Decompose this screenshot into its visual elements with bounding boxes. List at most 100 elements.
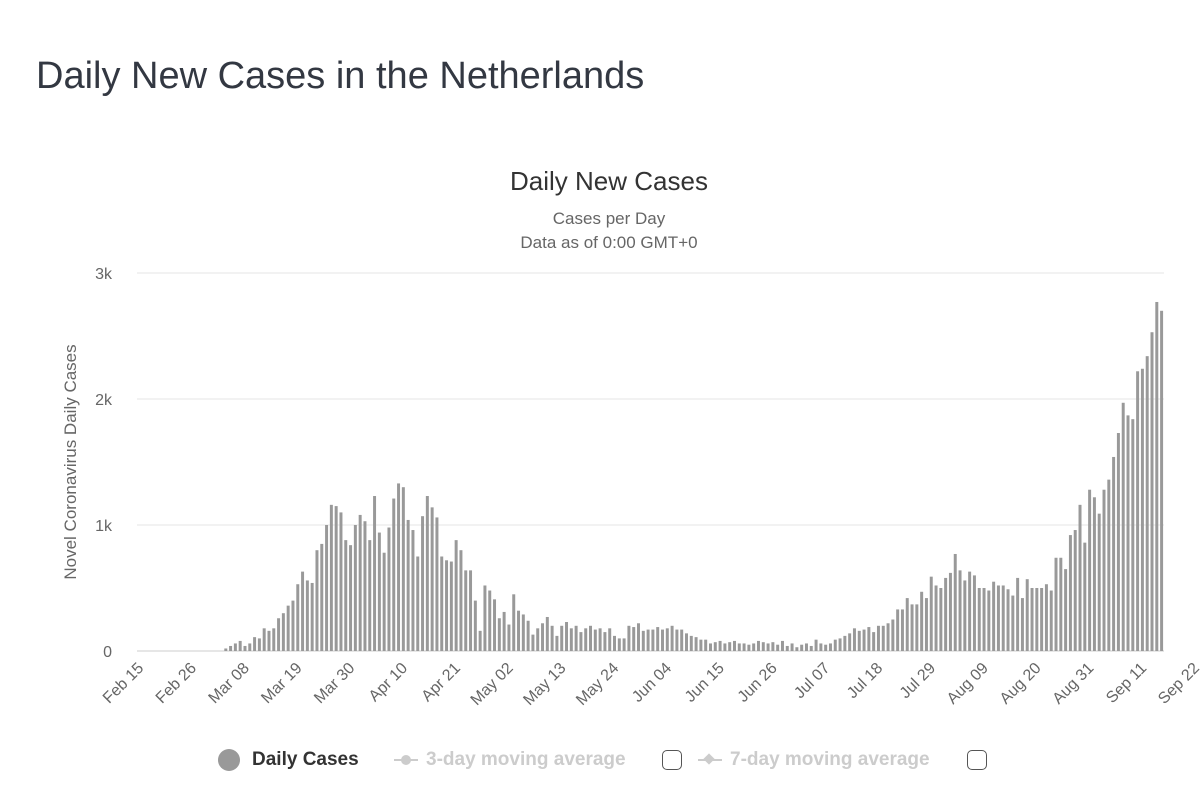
bar[interactable] [339, 512, 343, 651]
bar[interactable] [1131, 419, 1135, 651]
bar[interactable] [785, 645, 789, 651]
bar[interactable] [838, 638, 842, 651]
bar[interactable] [1160, 310, 1164, 651]
bar[interactable] [536, 628, 540, 651]
bar[interactable] [987, 590, 991, 651]
bar[interactable] [900, 609, 904, 651]
bar[interactable] [958, 570, 962, 651]
bar[interactable] [397, 483, 401, 651]
bar[interactable] [1078, 504, 1082, 651]
bar[interactable] [977, 588, 981, 651]
bar[interactable] [1097, 513, 1101, 651]
bar[interactable] [401, 487, 405, 651]
bar[interactable] [852, 628, 856, 651]
bar[interactable] [848, 633, 852, 651]
bar[interactable] [262, 628, 266, 651]
bar[interactable] [1126, 415, 1130, 651]
bar[interactable] [469, 570, 473, 651]
bar[interactable] [392, 498, 396, 651]
bar[interactable] [421, 516, 425, 651]
bar[interactable] [464, 570, 468, 651]
bar[interactable] [1044, 584, 1048, 651]
bar[interactable] [1073, 530, 1077, 651]
3-day-average-checkbox[interactable] [662, 750, 682, 770]
bar[interactable] [670, 625, 674, 651]
bar[interactable] [968, 571, 972, 651]
bar[interactable] [358, 514, 362, 651]
bar[interactable] [737, 643, 741, 651]
bar[interactable] [713, 642, 717, 651]
bar[interactable] [1088, 489, 1092, 651]
bar[interactable] [920, 591, 924, 651]
bar[interactable] [387, 527, 391, 651]
bar[interactable] [661, 629, 664, 651]
legend-7-day-average[interactable]: 7-day moving average [698, 744, 930, 776]
bar[interactable] [992, 581, 996, 651]
bar[interactable] [257, 638, 261, 651]
bar[interactable] [843, 635, 847, 651]
7-day-average-checkbox[interactable] [967, 750, 987, 770]
bar[interactable] [1006, 589, 1010, 651]
bar[interactable] [1145, 356, 1149, 651]
bar[interactable] [809, 645, 813, 651]
legend-3-day-average[interactable]: 3-day moving average [394, 744, 626, 776]
bar[interactable] [550, 625, 554, 651]
bar[interactable] [613, 635, 616, 651]
bar[interactable] [910, 604, 914, 651]
bar[interactable] [709, 643, 712, 651]
bar[interactable] [1136, 371, 1140, 651]
bar[interactable] [641, 630, 645, 651]
bar[interactable] [905, 598, 909, 651]
bar[interactable] [622, 638, 626, 651]
bar[interactable] [1140, 368, 1144, 651]
bar[interactable] [675, 629, 679, 651]
bar[interactable] [1083, 542, 1087, 651]
bar[interactable] [301, 571, 305, 651]
bar[interactable] [584, 628, 588, 651]
bar[interactable] [617, 638, 621, 651]
bar[interactable] [1020, 598, 1024, 651]
bar[interactable] [1107, 479, 1111, 651]
bar[interactable] [416, 556, 420, 652]
bar[interactable] [924, 598, 928, 651]
bar[interactable] [742, 643, 746, 651]
bar[interactable] [747, 644, 751, 651]
bar[interactable] [1030, 588, 1034, 651]
bar[interactable] [541, 623, 545, 651]
bar[interactable] [1150, 332, 1154, 651]
bar[interactable] [589, 625, 592, 651]
bar[interactable] [411, 530, 415, 651]
bar[interactable] [795, 647, 799, 651]
bar[interactable] [934, 585, 938, 651]
bar[interactable] [939, 588, 943, 651]
bar[interactable] [948, 572, 952, 651]
bar[interactable] [493, 599, 497, 651]
bar[interactable] [733, 640, 736, 651]
bar[interactable] [296, 584, 300, 651]
bar[interactable] [430, 507, 434, 651]
bar[interactable] [229, 645, 233, 651]
bar[interactable] [382, 552, 386, 651]
bar[interactable] [291, 600, 295, 651]
bar[interactable] [1001, 585, 1005, 651]
bar[interactable] [598, 628, 602, 651]
bar[interactable] [828, 643, 832, 651]
bar[interactable] [272, 628, 276, 651]
bar[interactable] [646, 629, 650, 651]
bar[interactable] [526, 620, 530, 651]
bar[interactable] [1102, 489, 1106, 651]
bar[interactable] [253, 637, 257, 651]
bar[interactable] [862, 629, 866, 651]
bar[interactable] [521, 614, 525, 651]
bar[interactable] [1092, 497, 1096, 651]
bar[interactable] [488, 590, 492, 651]
bar[interactable] [531, 634, 535, 651]
bar[interactable] [329, 504, 333, 651]
bar[interactable] [1068, 535, 1072, 651]
bar[interactable] [478, 630, 482, 651]
bar[interactable] [1049, 590, 1053, 651]
bar[interactable] [656, 627, 660, 651]
bar[interactable] [665, 628, 669, 651]
bar[interactable] [315, 550, 319, 651]
bar[interactable] [224, 648, 228, 651]
